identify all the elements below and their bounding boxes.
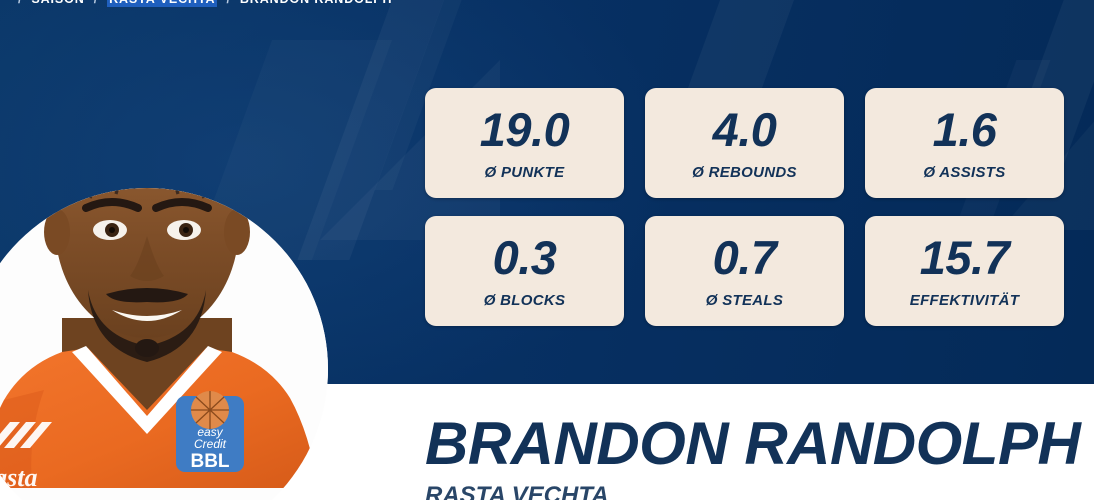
stat-value-blocks: 0.3 xyxy=(492,230,557,284)
breadcrumb-item-brandon-randolph[interactable]: BRANDON RANDOLPH xyxy=(240,0,393,6)
stat-label-assists: Ø ASSISTS xyxy=(923,163,1006,181)
stat-card-blocks: 0.3 Ø BLOCKS xyxy=(425,216,624,326)
breadcrumb-separator: / xyxy=(226,0,230,6)
player-portrait-illustration: rasta easy Credit BBL xyxy=(0,188,328,492)
player-name: BRANDON RANDOLPH xyxy=(425,410,1081,477)
stat-label-rebounds: Ø REBOUNDS xyxy=(692,163,797,181)
player-stats-grid: 19.0 Ø PUNKTE 4.0 Ø REBOUNDS 1.6 Ø ASSISTS 0.3… xyxy=(425,88,1065,326)
stat-card-rebounds: 4.0 Ø REBOUNDS xyxy=(645,88,844,198)
svg-text:BBL: BBL xyxy=(190,451,229,472)
stat-value-points: 19.0 xyxy=(479,102,570,156)
svg-text:Credit: Credit xyxy=(194,437,227,451)
player-team-subtitle: RASTA VECHTA xyxy=(425,482,609,500)
breadcrumb-item-saison[interactable]: SAISON xyxy=(31,0,84,6)
stat-label-steals: Ø STEALS xyxy=(705,291,784,309)
breadcrumb-separator: / xyxy=(94,0,98,6)
stat-value-assists: 1.6 xyxy=(932,102,997,156)
stat-card-efficiency: 15.7 EFFEKTIVITÄT xyxy=(865,216,1064,326)
stat-card-assists: 1.6 Ø ASSISTS xyxy=(865,88,1064,198)
stat-value-rebounds: 4.0 xyxy=(712,102,777,156)
player-photo: rasta easy Credit BBL xyxy=(0,18,332,500)
stat-value-steals: 0.7 xyxy=(712,230,777,284)
stat-value-efficiency: 15.7 xyxy=(919,230,1010,284)
breadcrumb[interactable]: / SAISON / RASTA VECHTA / BRANDON RANDOL… xyxy=(18,0,392,7)
stat-label-efficiency: EFFEKTIVITÄT xyxy=(909,291,1020,309)
svg-text:easy: easy xyxy=(197,425,223,439)
stat-card-points: 19.0 Ø PUNKTE xyxy=(425,88,624,198)
breadcrumb-separator: / xyxy=(18,0,22,6)
svg-text:rasta: rasta xyxy=(0,463,37,492)
stat-label-blocks: Ø BLOCKS xyxy=(483,291,566,309)
breadcrumb-item-rasta-vechta[interactable]: RASTA VECHTA xyxy=(107,0,218,7)
stat-card-steals: 0.7 Ø STEALS xyxy=(645,216,844,326)
stat-label-points: Ø PUNKTE xyxy=(484,163,565,181)
